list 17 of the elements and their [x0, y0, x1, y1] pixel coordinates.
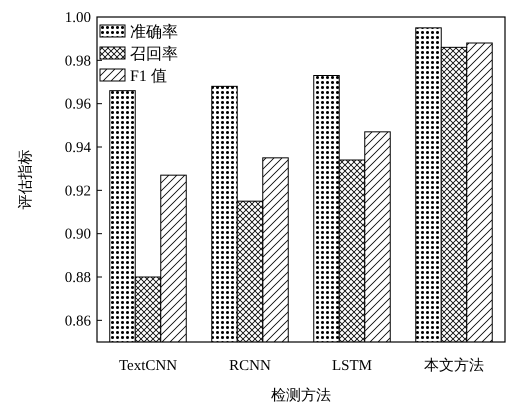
x-tick-label: TextCNN	[118, 358, 178, 374]
legend-label: F1 值	[130, 68, 167, 85]
x-axis-title: 检测方法	[271, 387, 331, 404]
y-tick-label: 0.90	[64, 226, 91, 243]
y-tick-label: 0.96	[64, 96, 92, 113]
x-tick-label: RCNN	[229, 358, 271, 374]
x-tick-label: 本文方法	[424, 357, 484, 374]
y-tick-label: 0.94	[64, 140, 92, 156]
legend-label: 召回率	[130, 45, 178, 63]
y-tick-label: 0.98	[64, 53, 91, 70]
legend-label: 准确率	[130, 23, 178, 41]
y-tick-label: 0.88	[64, 270, 91, 286]
y-axis-title: 评估指标	[17, 150, 34, 210]
y-tick-label: 0.92	[64, 183, 91, 200]
y-tick-label: 0.86	[64, 313, 92, 330]
y-tick-label: 1.00	[64, 10, 91, 26]
x-tick-label: LSTM	[332, 358, 372, 374]
